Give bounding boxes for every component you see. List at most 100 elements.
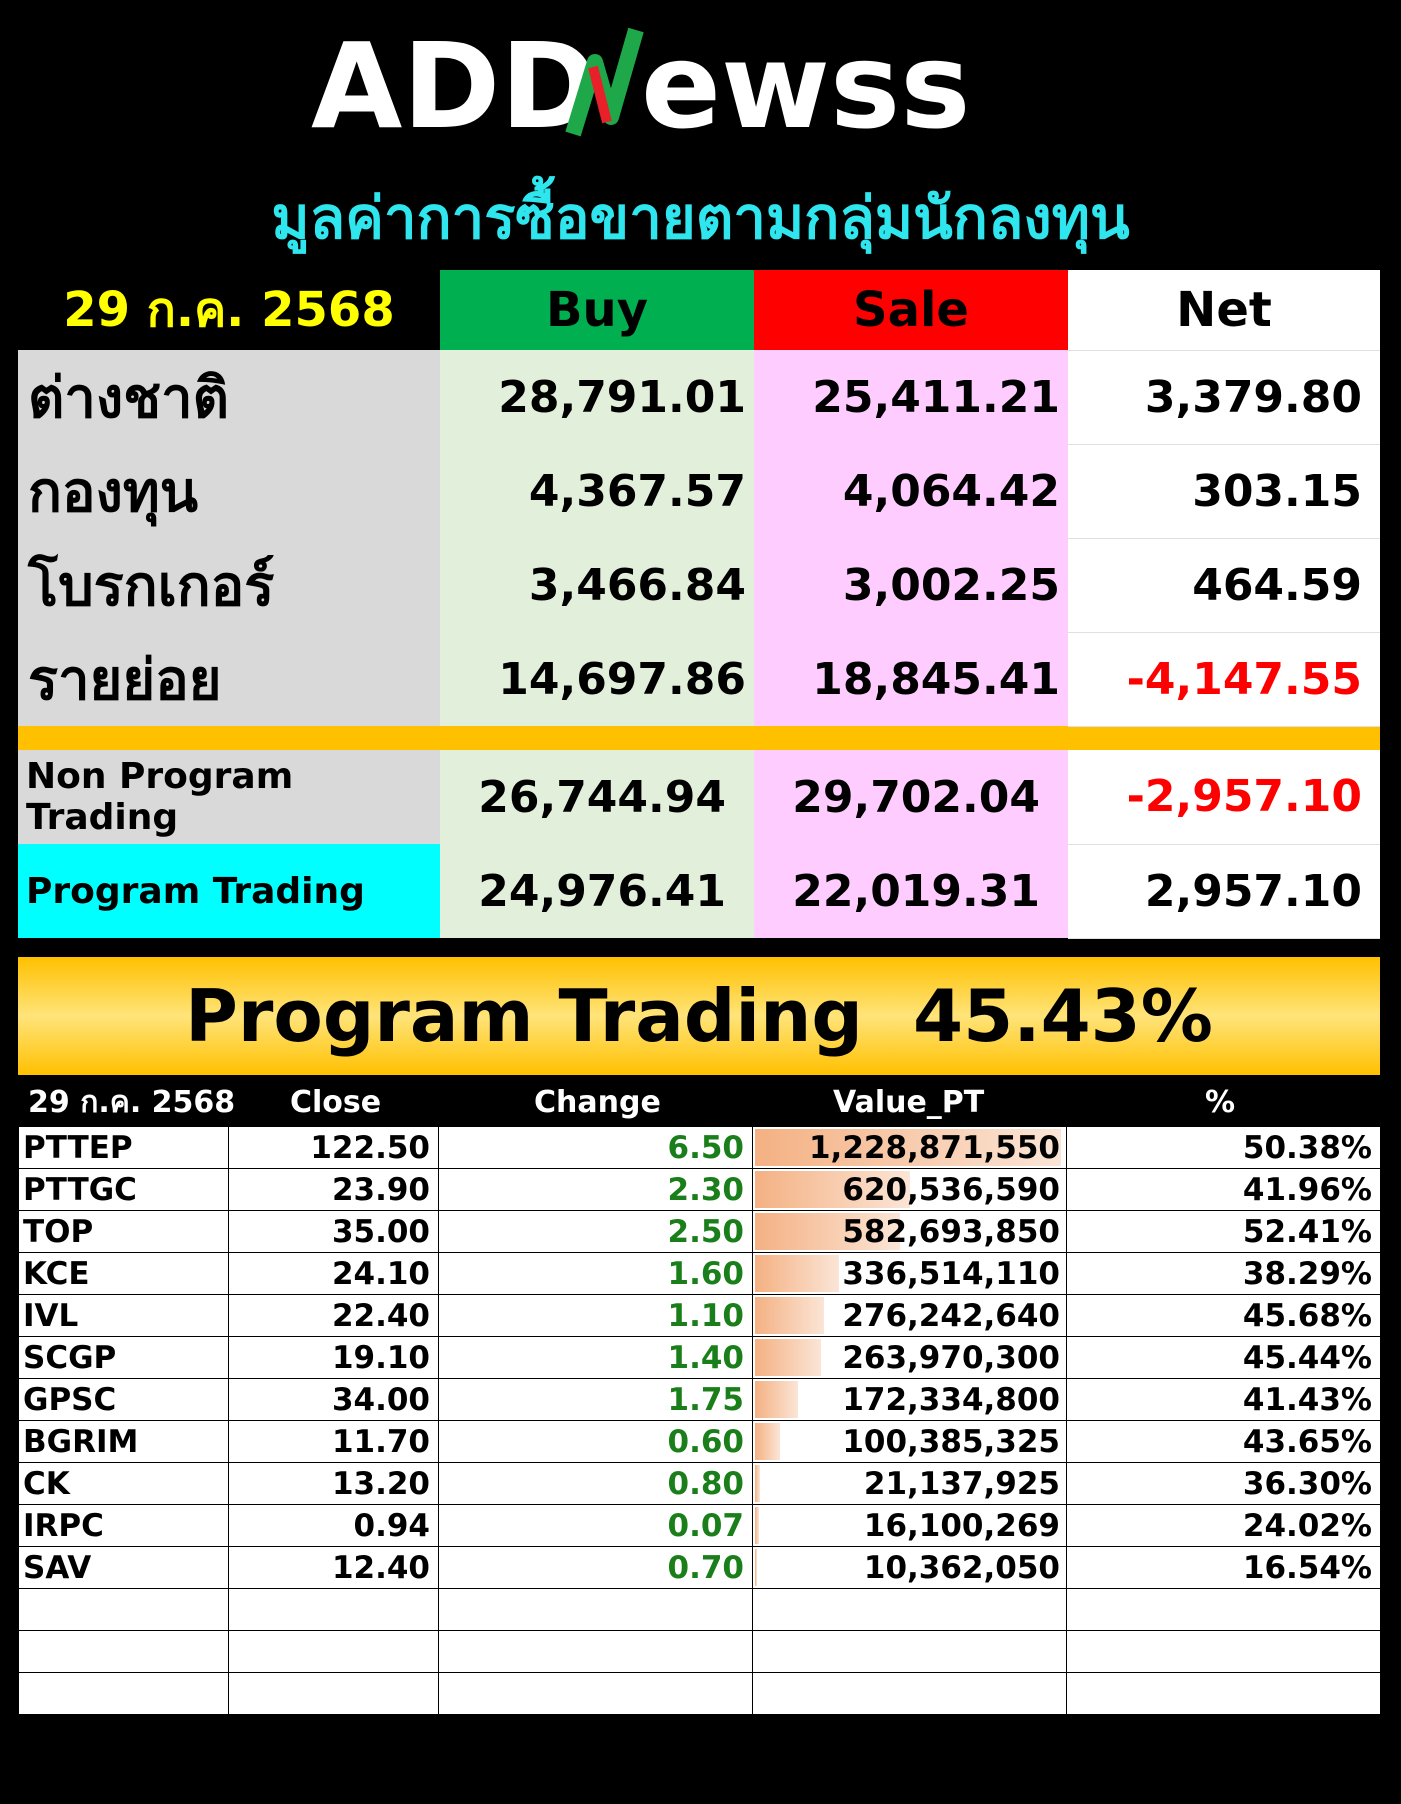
sale-value: 18,845.41 — [754, 632, 1068, 726]
stock-header-value: Value_PT — [833, 1085, 985, 1120]
sale-value: 25,411.21 — [754, 350, 1068, 444]
program-trading-banner: Program Trading 45.43% — [18, 957, 1380, 1075]
stock-change: 1.10 — [438, 1294, 753, 1337]
stock-symbol: IRPC — [18, 1504, 229, 1547]
banner-value: 45.43% — [913, 974, 1213, 1058]
stock-table: PTTEP 122.50 6.50 1,228,871,550 50.38% PTTGC 2… — [18, 1126, 1381, 1715]
stock-change: 6.50 — [438, 1126, 753, 1169]
buy-value: 14,697.86 — [440, 632, 754, 726]
value-data-bar — [755, 1213, 901, 1250]
stock-value-pt: 10,362,050 — [752, 1546, 1067, 1589]
stock-symbol: SAV — [18, 1546, 229, 1589]
empty-row — [18, 1630, 1381, 1673]
stock-pct: 52.41% — [1066, 1210, 1381, 1253]
stock-row: IRPC 0.94 0.07 16,100,269 24.02% — [18, 1504, 1381, 1547]
row-label: Non Program Trading — [18, 750, 440, 844]
row-label: ต่างชาติ — [18, 350, 440, 444]
stock-value-pt: 263,970,300 — [752, 1336, 1067, 1379]
stock-row: SCGP 19.10 1.40 263,970,300 45.44% — [18, 1336, 1381, 1379]
stock-row: SAV 12.40 0.70 10,362,050 16.54% — [18, 1546, 1381, 1589]
stock-pct: 50.38% — [1066, 1126, 1381, 1169]
logo-text-right: ewss — [641, 22, 971, 152]
summary-row: กองทุน 4,367.57 4,064.42 303.15 — [18, 444, 1380, 539]
stock-header-change: Change — [534, 1085, 661, 1120]
stock-pct: 41.96% — [1066, 1168, 1381, 1211]
stock-symbol: GPSC — [18, 1378, 229, 1421]
stock-row: GPSC 34.00 1.75 172,334,800 41.43% — [18, 1378, 1381, 1421]
stock-row: BGRIM 11.70 0.60 100,385,325 43.65% — [18, 1420, 1381, 1463]
stock-close: 11.70 — [228, 1420, 439, 1463]
stock-pct: 45.68% — [1066, 1294, 1381, 1337]
stock-value-pt: 172,334,800 — [752, 1378, 1067, 1421]
row-label: รายย่อย — [18, 632, 440, 726]
stock-change: 1.60 — [438, 1252, 753, 1295]
stock-close: 23.90 — [228, 1168, 439, 1211]
addnewss-logo: ADD ewss — [0, 22, 1401, 152]
stock-close: 13.20 — [228, 1462, 439, 1505]
stock-row: KCE 24.10 1.60 336,514,110 38.29% — [18, 1252, 1381, 1295]
value-data-bar — [755, 1381, 798, 1418]
stock-symbol: PTTGC — [18, 1168, 229, 1211]
stock-value-pt: 620,536,590 — [752, 1168, 1067, 1211]
stock-value-pt: 276,242,640 — [752, 1294, 1067, 1337]
stock-value-pt: 1,228,871,550 — [752, 1126, 1067, 1169]
stock-close: 0.94 — [228, 1504, 439, 1547]
net-value: 303.15 — [1068, 444, 1380, 539]
stock-change: 0.70 — [438, 1546, 753, 1589]
net-value: -2,957.10 — [1068, 750, 1380, 845]
empty-row — [18, 1588, 1381, 1631]
stock-symbol: IVL — [18, 1294, 229, 1337]
value-data-bar — [755, 1339, 821, 1376]
stock-close: 24.10 — [228, 1252, 439, 1295]
row-label: กองทุน — [18, 444, 440, 538]
stock-row: TOP 35.00 2.50 582,693,850 52.41% — [18, 1210, 1381, 1253]
stock-change: 2.30 — [438, 1168, 753, 1211]
sale-value: 22,019.31 — [754, 844, 1068, 938]
value-data-bar — [755, 1549, 758, 1586]
summary-row: รายย่อย 14,697.86 18,845.41 -4,147.55 — [18, 632, 1380, 727]
net-value: 464.59 — [1068, 538, 1380, 633]
stock-change: 1.40 — [438, 1336, 753, 1379]
stock-pct: 24.02% — [1066, 1504, 1381, 1547]
buy-value: 28,791.01 — [440, 350, 754, 444]
stock-header-date: 29 ก.ค. 2568 — [28, 1085, 236, 1120]
value-data-bar — [755, 1297, 824, 1334]
stock-pct: 36.30% — [1066, 1462, 1381, 1505]
sale-value: 3,002.25 — [754, 538, 1068, 632]
empty-row — [18, 1672, 1381, 1715]
stock-symbol: KCE — [18, 1252, 229, 1295]
stock-close: 22.40 — [228, 1294, 439, 1337]
stock-pct: 16.54% — [1066, 1546, 1381, 1589]
buy-value: 24,976.41 — [440, 844, 754, 938]
stock-value-pt: 16,100,269 — [752, 1504, 1067, 1547]
value-data-bar — [755, 1171, 910, 1208]
row-label: Program Trading — [18, 844, 440, 938]
stock-value-pt: 100,385,325 — [752, 1420, 1067, 1463]
stock-symbol: BGRIM — [18, 1420, 229, 1463]
sale-value: 4,064.42 — [754, 444, 1068, 538]
stock-symbol: PTTEP — [18, 1126, 229, 1169]
stock-change: 2.50 — [438, 1210, 753, 1253]
stock-value-pt: 21,137,925 — [752, 1462, 1067, 1505]
stock-row: IVL 22.40 1.10 276,242,640 45.68% — [18, 1294, 1381, 1337]
stock-table-header: 29 ก.ค. 2568 Close Change Value_PT % — [18, 1080, 1380, 1126]
value-data-bar — [755, 1129, 1061, 1166]
logo-text-left: ADD — [311, 22, 598, 152]
buy-value: 3,466.84 — [440, 538, 754, 632]
stock-change: 0.80 — [438, 1462, 753, 1505]
net-value: 3,379.80 — [1068, 350, 1380, 445]
stock-row: PTTGC 23.90 2.30 620,536,590 41.96% — [18, 1168, 1381, 1211]
stock-pct: 43.65% — [1066, 1420, 1381, 1463]
program-row: Program Trading 24,976.41 22,019.31 2,95… — [18, 844, 1380, 939]
summary-row: โบรกเกอร์ 3,466.84 3,002.25 464.59 — [18, 538, 1380, 633]
stock-symbol: CK — [18, 1462, 229, 1505]
stock-close: 35.00 — [228, 1210, 439, 1253]
banner-label: Program Trading — [185, 974, 863, 1058]
row-label: โบรกเกอร์ — [18, 538, 440, 632]
net-header: Net — [1068, 270, 1380, 351]
stock-pct: 41.43% — [1066, 1378, 1381, 1421]
net-value: -4,147.55 — [1068, 632, 1380, 727]
program-row: Non Program Trading 26,744.94 29,702.04 … — [18, 750, 1380, 845]
value-data-bar — [755, 1423, 781, 1460]
buy-value: 4,367.57 — [440, 444, 754, 538]
